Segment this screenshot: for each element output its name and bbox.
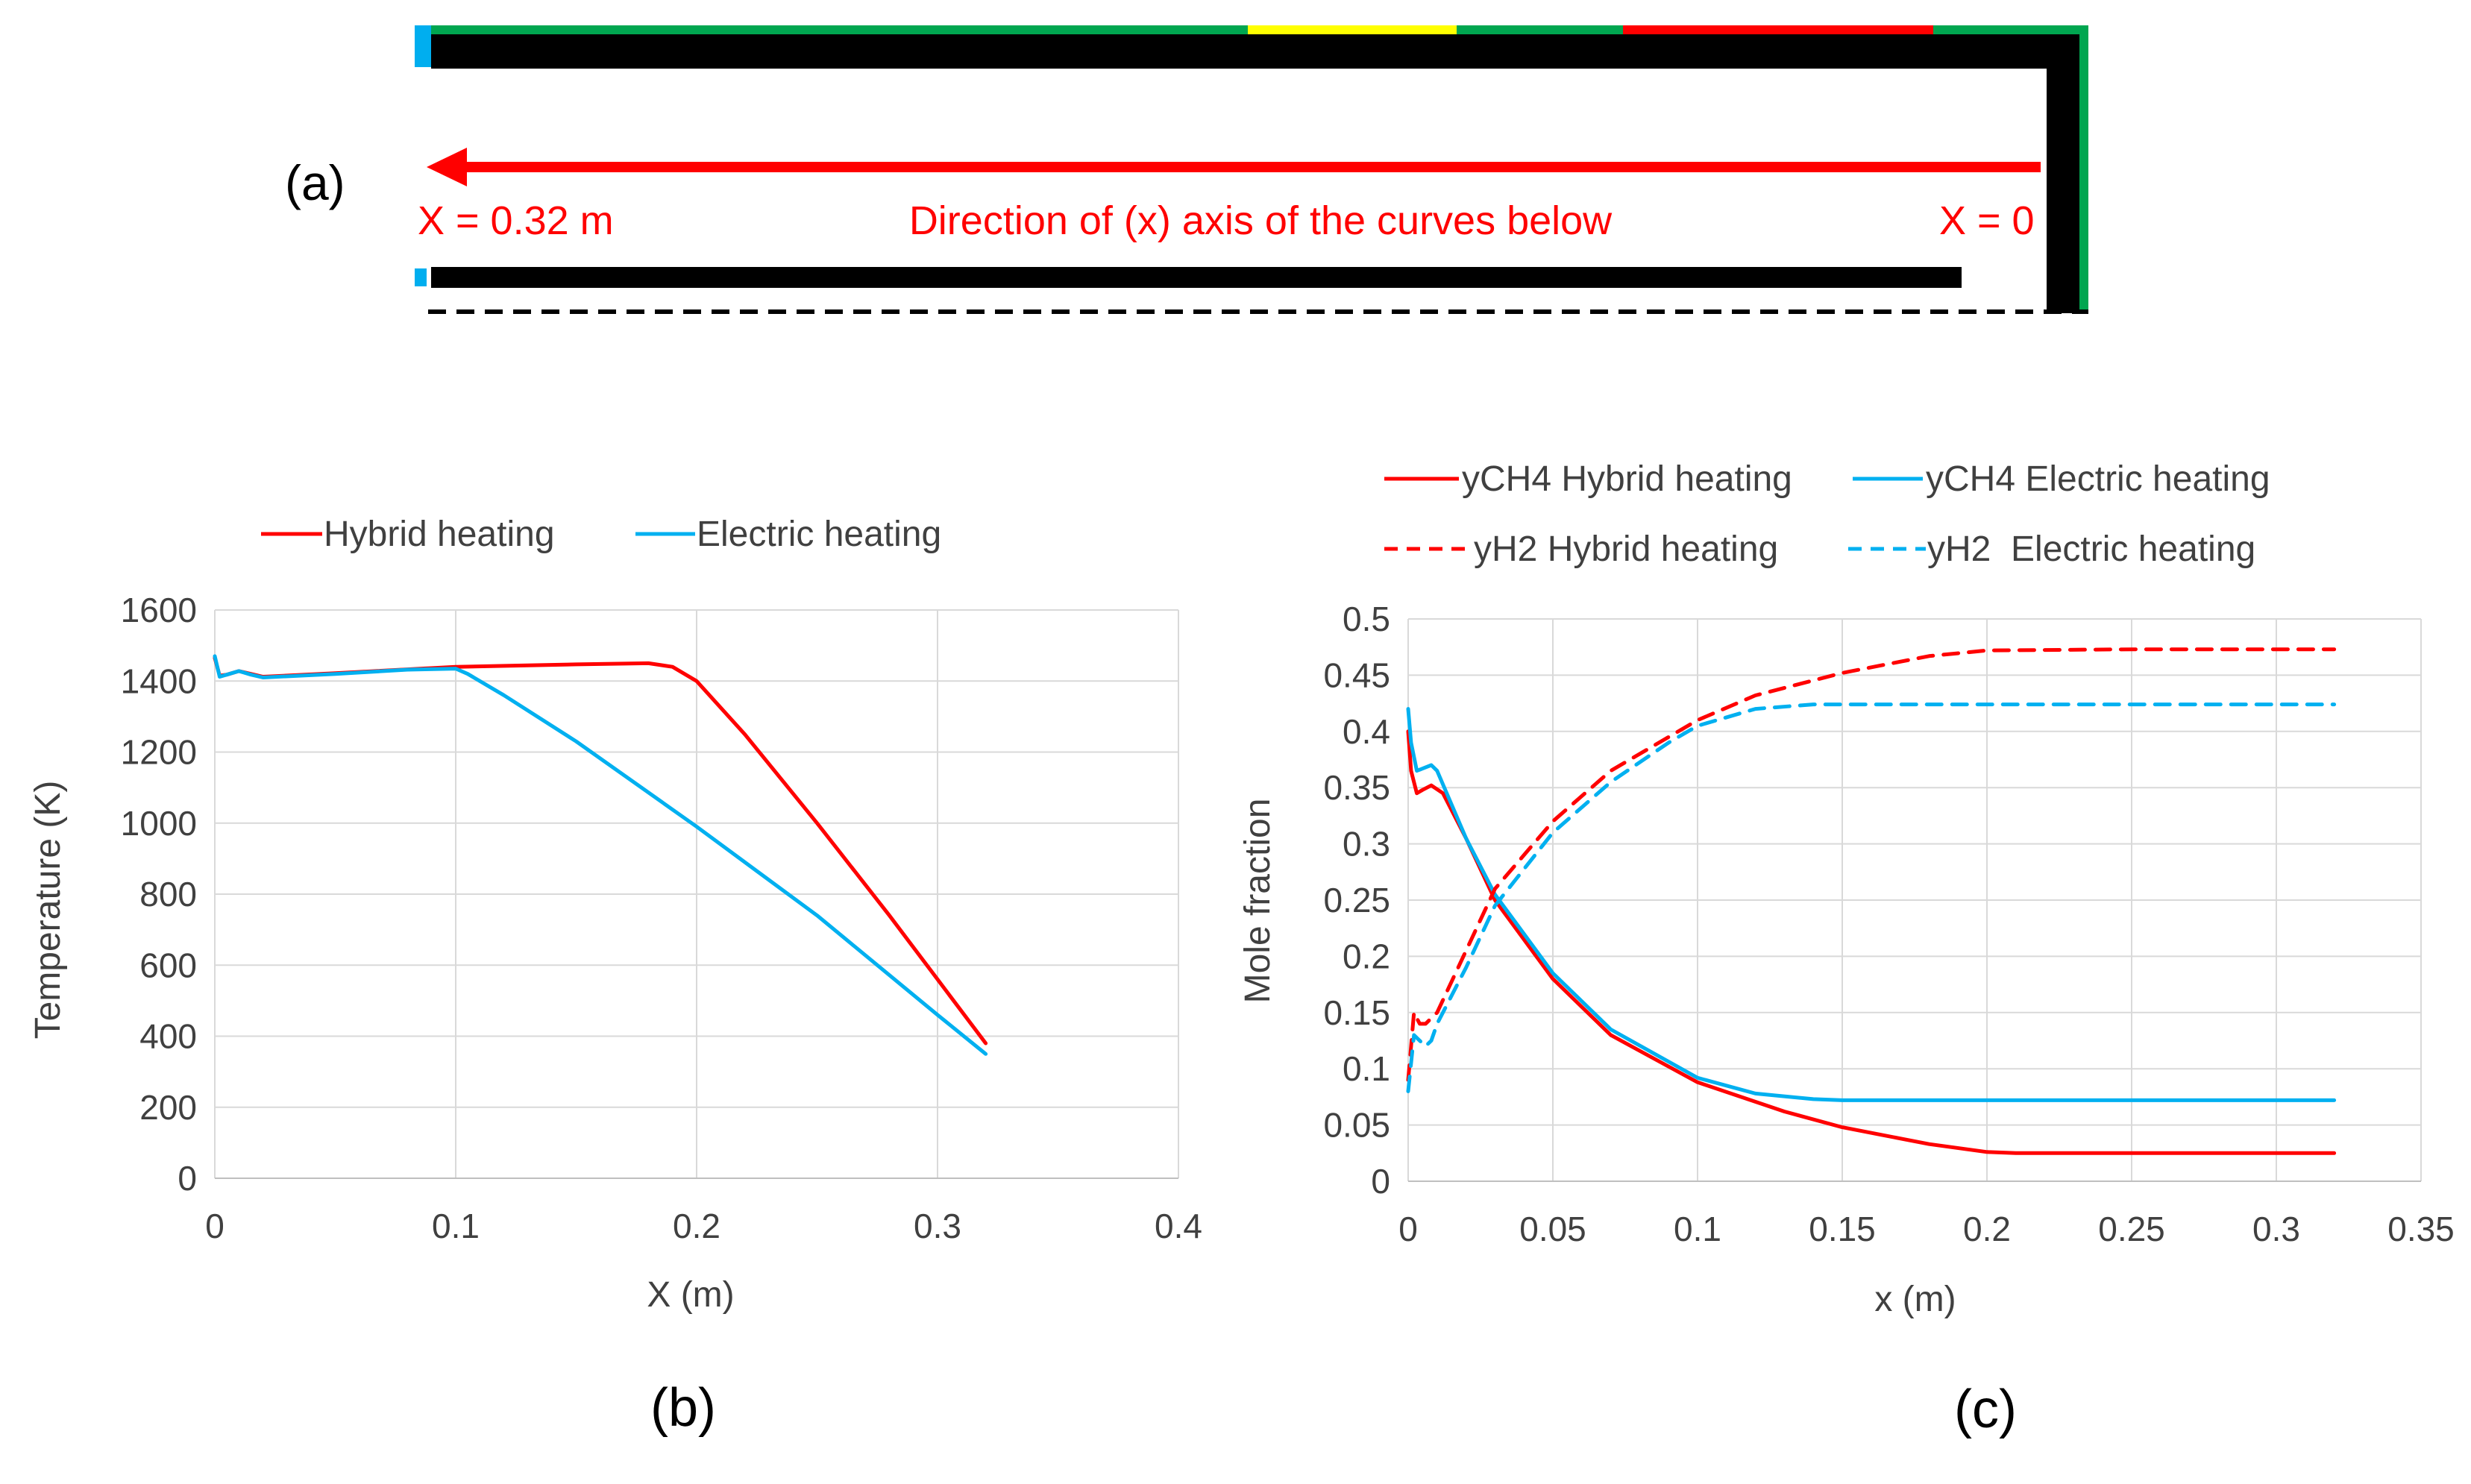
temperature-chart: 0 200 400 600 800 1000 1200 1400 1600 0 0.1 0.2 0.3 0… [28,515,1202,1438]
y-tick-label: 0 [178,1159,197,1198]
x-tick-label: 0.05 [1519,1210,1586,1248]
series-line-ych4-hybrid-heating [1406,729,2337,1155]
outer-wall-top-red-segment [1623,25,1933,34]
legend-label-hybrid: Hybrid heating [324,515,555,554]
y-tick-label: 1400 [121,661,197,700]
y-tick-label: 0.15 [1323,993,1390,1032]
inlet-marker-top [415,25,431,67]
y-tick-label: 400 [139,1017,197,1056]
outer-wall-top-green-end [1933,25,2088,34]
mole-fraction-chart-ticks: 0 0.05 0.1 0.15 0.2 0.25 0.3 0.35 0.4 0.45 0.5 0 0.0… [1323,600,2454,1248]
x-left-label: X = 0.32 m [418,198,614,243]
x-tick-label: 0.2 [1963,1210,2011,1248]
x-tick-label: 0.25 [2098,1210,2165,1248]
y-tick-label: 0.5 [1343,600,1390,638]
mole-fraction-chart-legend: yCH4 Hybrid heating yCH4 Electric heatin… [1384,459,2270,569]
series-line-yh2-electric-heating [1406,702,2337,1093]
y-tick-label: 0.4 [1343,712,1390,751]
x-tick-label: 0.4 [1155,1207,1202,1245]
y-tick-label: 200 [139,1088,197,1127]
y-tick-label: 0.2 [1343,937,1390,975]
legend-label-ych4-hybrid: yCH4 Hybrid heating [1462,459,1792,499]
series-line-electric-heating [213,654,988,1056]
x-right-label: X = 0 [1939,198,2035,243]
temperature-chart-ticks: 0 200 400 600 800 1000 1200 1400 1600 0 0.1 0.2 0.3 0… [121,591,1202,1245]
temperature-chart-grid [214,609,1179,1179]
x-tick-label: 0.2 [673,1207,720,1245]
temperature-chart-ylabel: Temperature (K) [28,781,68,1040]
inner-tube-top [431,34,2079,69]
panel-c-label: (c) [1954,1380,2017,1439]
legend-label-electric: Electric heating [697,515,941,554]
x-tick-label: 0 [205,1207,225,1245]
temperature-chart-series [213,654,988,1056]
panel-b-label: (b) [650,1378,716,1438]
y-tick-label: 600 [139,946,197,984]
y-tick-label: 0.35 [1323,768,1390,807]
mole-fraction-chart: 0 0.05 0.1 0.15 0.2 0.25 0.3 0.35 0.4 0.45 0.5 0 0.0… [1238,459,2455,1439]
direction-arrow-head [427,148,467,186]
legend-label-ych4-electric: yCH4 Electric heating [1926,459,2270,499]
y-tick-label: 1600 [121,591,197,629]
temperature-chart-legend: Hybrid heating Electric heating [261,515,941,554]
temperature-chart-xlabel: X (m) [647,1275,734,1315]
y-tick-label: 800 [139,875,197,914]
direction-label: Direction of (x) axis of the curves belo… [909,198,1613,243]
legend-label-yh2-hybrid: yH2 Hybrid heating [1474,529,1778,569]
reactor-schematic: (a) X = 0.32 m Direction of (x) axis of … [285,25,2088,314]
y-tick-label: 0.05 [1323,1106,1390,1145]
x-tick-label: 0.3 [2252,1210,2300,1248]
mole-fraction-chart-xlabel: x (m) [1874,1280,1956,1319]
x-tick-label: 0.15 [1809,1210,1876,1248]
x-tick-label: 0.35 [2387,1210,2455,1248]
y-tick-label: 0 [1371,1162,1390,1201]
outer-wall-right [2079,25,2088,313]
mole-fraction-chart-ylabel: Mole fraction [1238,799,1278,1004]
y-tick-label: 0.3 [1343,825,1390,864]
outer-wall-top-yellow-segment [1248,25,1457,34]
x-tick-label: 0.1 [432,1207,480,1245]
series-line-hybrid-heating [213,655,988,1046]
x-tick-label: 0.3 [914,1207,961,1245]
panel-a-label: (a) [285,155,345,210]
series-line-yh2-hybrid-heating [1406,647,2337,1082]
x-tick-label: 0 [1398,1210,1418,1248]
y-tick-label: 0.1 [1343,1049,1390,1088]
legend-label-yh2-electric: yH2 Electric heating [1927,529,2255,569]
mole-fraction-chart-series [1406,647,2337,1155]
inner-tube-bottom [431,267,1962,288]
x-tick-label: 0.1 [1674,1210,1721,1248]
y-tick-label: 1200 [121,733,197,772]
inlet-marker-bottom [415,268,427,286]
outer-wall-top-green-segment [1457,25,1623,34]
y-tick-label: 1000 [121,804,197,843]
inner-tube-right [2047,34,2079,313]
y-tick-label: 0.25 [1323,881,1390,919]
series-line-ych4-electric-heating [1406,707,2337,1102]
outer-wall-top [427,25,1346,34]
y-tick-label: 0.45 [1323,655,1390,694]
